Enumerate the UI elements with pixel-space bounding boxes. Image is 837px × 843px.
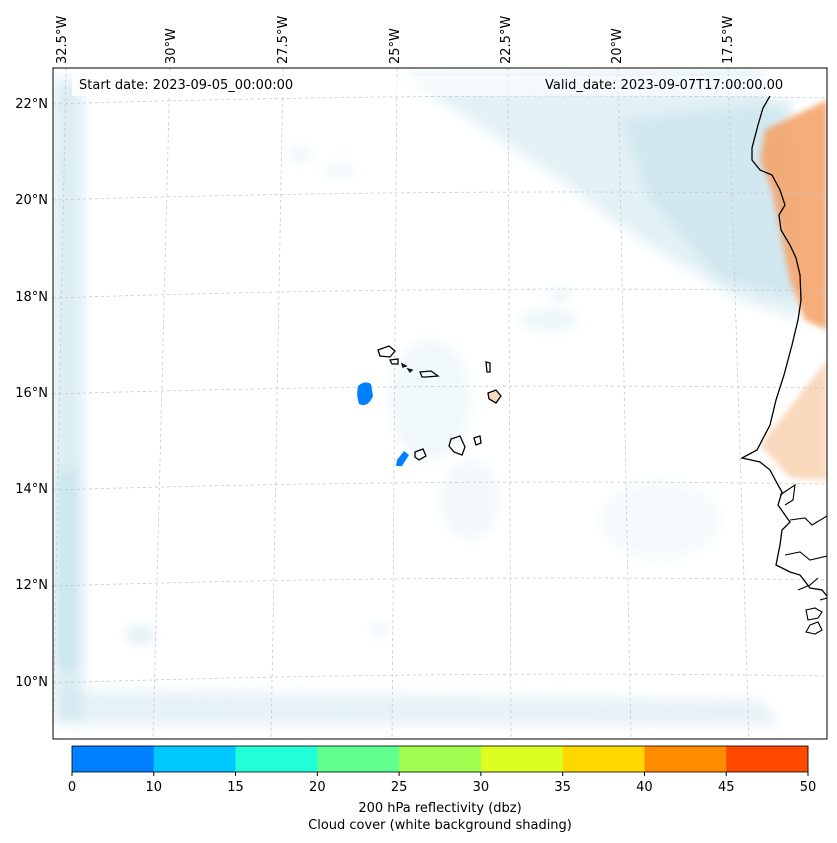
colorbar-sublabel: Cloud cover (white background shading) [308, 818, 572, 833]
colorbar-segment [153, 746, 237, 772]
lat-label: 14°N [15, 482, 48, 497]
west-africa-coastline [740, 95, 827, 597]
reflectivity-cell [357, 382, 373, 405]
colorbar-tick-label: 30 [472, 780, 490, 795]
lon-label: 27.5°W [276, 15, 291, 64]
lon-label: 32.5°W [55, 15, 70, 64]
colorbar-segment [399, 746, 482, 772]
colorbar-label: 200 hPa reflectivity (dbz) [358, 801, 522, 816]
cloud-cover-shading [53, 70, 800, 725]
colorbar-tick-label: 0 [67, 780, 77, 795]
graticule [53, 68, 827, 739]
colorbar-segment [644, 746, 727, 772]
lat-label: 22°N [15, 97, 48, 112]
reflectivity-cell [396, 451, 409, 466]
colorbar-frame [71, 745, 809, 773]
senegal-gambia-outline [779, 483, 827, 635]
colorbar-tick-label: 20 [309, 780, 326, 795]
colorbar-tick-label: 50 [799, 780, 817, 795]
colorbar-segment [235, 746, 318, 772]
colorbar-tick-label: 40 [636, 780, 653, 795]
colorbar-tick-label: 10 [145, 780, 163, 795]
land-heat-shading [760, 100, 827, 480]
lon-label: 20°W [610, 28, 625, 64]
lon-label: 22.5°W [499, 15, 514, 64]
lat-label: 10°N [15, 675, 48, 690]
colorbar-segment [72, 746, 155, 772]
lat-label: 16°N [15, 386, 48, 401]
lon-label: 17.5°W [721, 15, 736, 64]
colorbar-tick-label: 15 [227, 780, 244, 795]
colorbar-segment [480, 746, 564, 772]
valid-date-label: Valid_date: 2023-09-07T17:00:00.00 [545, 78, 784, 93]
lon-label: 30°W [164, 28, 179, 64]
colorbar-tick-label: 45 [717, 780, 735, 795]
lat-label: 20°N [15, 193, 48, 208]
map-frame [52, 67, 828, 740]
colorbar [71, 745, 809, 776]
colorbar-segment [726, 746, 809, 772]
colorbar-segment [562, 746, 645, 772]
colorbar-segment [317, 746, 400, 772]
lon-label: 25°W [388, 28, 403, 64]
reflectivity-cells [357, 382, 409, 466]
start-date-background [72, 76, 310, 96]
valid-date-background [310, 76, 805, 96]
cape-verde-islands [377, 345, 502, 461]
colorbar-tick-label: 35 [554, 780, 571, 795]
start-date-label: Start date: 2023-09-05_00:00:00 [79, 78, 294, 93]
map-area [53, 68, 827, 739]
lat-label: 18°N [15, 290, 48, 305]
lat-label: 12°N [15, 578, 48, 593]
colorbar-tick-label: 25 [390, 780, 408, 795]
